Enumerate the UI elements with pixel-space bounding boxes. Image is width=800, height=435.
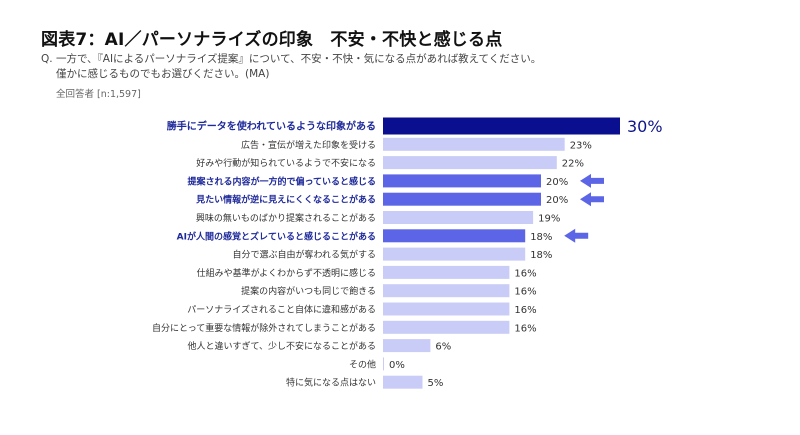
question-line-1: Q. 一方で、『AIによるパーソナライズ提案』について、不安・不快・気になる点が… — [41, 53, 542, 65]
bar — [383, 117, 620, 135]
bar — [383, 375, 423, 389]
value-label: 16% — [514, 323, 536, 334]
value-label: 6% — [435, 342, 451, 353]
arrow-left-icon — [564, 228, 589, 243]
category-label: AIが人間の感覚とズレていると感じることがある — [177, 230, 376, 242]
bar — [383, 137, 565, 151]
value-label: 18% — [530, 232, 552, 243]
category-label: 好みや行動が知られているようで不安になる — [196, 157, 376, 169]
bar — [383, 302, 510, 316]
category-label: 興味の無いものばかり提案されることがある — [196, 212, 376, 224]
bar — [383, 211, 534, 224]
value-label: 16% — [514, 287, 536, 298]
value-label: 16% — [514, 268, 536, 279]
question-line-2: 僅かに感じるものでもお選びください。(MA) — [56, 68, 270, 80]
bar — [383, 174, 541, 188]
category-label: 特に気になる点はない — [286, 377, 376, 389]
category-label: 自分にとって重要な情報が除外されてしまうことがある — [152, 322, 376, 334]
category-label: 自分で選ぶ自由が奪われる気がする — [232, 249, 376, 261]
respondent-count: 全回答者 [n:1,597] — [56, 89, 141, 100]
category-label: 勝手にデータを使われているような印象がある — [167, 120, 376, 133]
arrow-left-icon — [580, 192, 604, 207]
bar — [383, 265, 510, 279]
value-label: 30% — [627, 117, 663, 136]
category-label: パーソナライズされること自体に違和感がある — [187, 304, 376, 316]
category-label: 提案される内容が一方的で偏っていると感じる — [187, 175, 376, 187]
bar — [383, 339, 431, 353]
bar — [383, 156, 557, 170]
value-label: 16% — [514, 305, 536, 316]
category-label: 他人と違いすぎて、少し不安になることがある — [187, 340, 376, 352]
bar — [383, 357, 384, 371]
value-label: 19% — [538, 214, 560, 225]
value-label: 5% — [428, 378, 444, 389]
bar — [383, 320, 510, 334]
survey-question: Q. 一方で、『AIによるパーソナライズ提案』について、不安・不快・気になる点が… — [41, 52, 541, 82]
bar — [383, 284, 510, 298]
bar — [383, 192, 541, 206]
bar — [383, 247, 526, 261]
category-label: 提案の内容がいつも同じで飽きる — [241, 285, 376, 297]
category-label: 広告・宣伝が増えた印象を受ける — [241, 139, 376, 151]
value-label: 20% — [546, 177, 568, 188]
category-label: 見たい情報が逆に見えにくくなることがある — [195, 194, 376, 206]
value-label: 23% — [570, 140, 592, 151]
category-label: 仕組みや基準がよくわからず不透明に感じる — [197, 267, 376, 279]
category-label: その他 — [349, 358, 376, 370]
value-label: 22% — [562, 159, 584, 170]
value-label: 18% — [530, 250, 552, 261]
value-label: 0% — [389, 360, 405, 371]
arrow-left-icon — [580, 173, 604, 188]
chart-title: 図表7：AI／パーソナライズの印象 不安・不快と感じる点 — [41, 30, 503, 50]
bar — [383, 229, 526, 243]
value-label: 20% — [546, 195, 568, 206]
